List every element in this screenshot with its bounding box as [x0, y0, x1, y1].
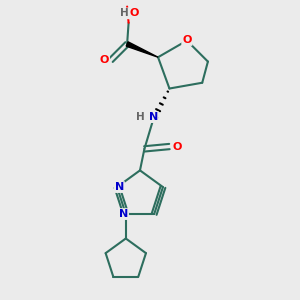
Text: O: O [172, 142, 182, 152]
Text: H: H [120, 8, 129, 18]
Text: O: O [129, 8, 139, 18]
Polygon shape [126, 42, 158, 57]
Text: O: O [182, 35, 192, 45]
Text: H: H [136, 112, 145, 122]
Text: N: N [115, 182, 124, 192]
Text: N: N [148, 112, 158, 122]
Text: O: O [100, 55, 109, 65]
Text: N: N [119, 209, 128, 219]
